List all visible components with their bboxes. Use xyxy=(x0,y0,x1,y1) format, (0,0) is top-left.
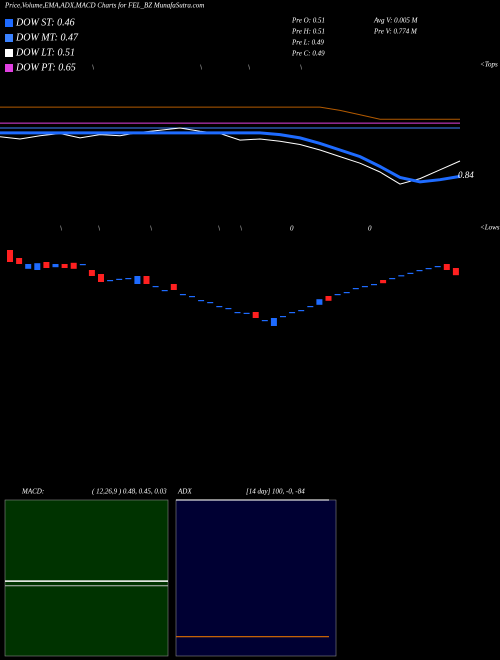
candle-body xyxy=(389,278,396,280)
candle-body xyxy=(316,299,323,305)
candle-body xyxy=(43,262,50,268)
marker: \ xyxy=(248,64,250,72)
candle-body xyxy=(207,302,214,304)
candle-body xyxy=(261,320,268,322)
candle-body xyxy=(116,278,123,280)
candle-body xyxy=(243,312,250,314)
candle-body xyxy=(398,275,405,277)
candle-body xyxy=(280,316,286,318)
marker: \ xyxy=(92,64,94,72)
candle-body xyxy=(225,308,232,310)
candle-body xyxy=(298,310,305,312)
price-label: 0.84 xyxy=(458,170,474,180)
candle-body xyxy=(361,286,368,288)
marker: \ xyxy=(98,225,100,233)
stat: Pre C: 0.49 xyxy=(291,50,325,58)
candle-body xyxy=(252,312,259,318)
stat: Avg V: 0.005 M xyxy=(373,17,419,25)
candle-body xyxy=(352,288,359,290)
candle-body xyxy=(443,264,450,270)
candle-body xyxy=(143,276,150,284)
candle-body xyxy=(52,264,59,268)
stat: Pre O: 0.51 xyxy=(291,17,325,25)
marker: \ xyxy=(200,64,202,72)
candle-body xyxy=(234,312,241,314)
candle-body xyxy=(452,268,459,276)
candle-body xyxy=(343,292,350,294)
title: Price,Volume,EMA,ADX,MACD Charts for FEL… xyxy=(4,2,204,10)
marker: 0 xyxy=(368,225,372,233)
candle-body xyxy=(134,276,141,284)
candle-body xyxy=(189,296,195,298)
stat: Pre V: 0.774 M xyxy=(373,28,418,36)
candle-body xyxy=(152,286,159,288)
marker: \ xyxy=(300,64,302,72)
marker: \ xyxy=(240,225,242,233)
legend-swatch xyxy=(5,19,13,27)
candle-body xyxy=(98,274,104,282)
adx-label: ADX xyxy=(177,488,192,496)
macd-label: MACD: xyxy=(21,488,44,496)
candle-body xyxy=(270,318,277,326)
line-series xyxy=(0,131,461,184)
candle-body xyxy=(179,294,186,296)
candle-body xyxy=(425,268,432,270)
candle-body xyxy=(416,270,423,272)
candle-body xyxy=(325,296,332,301)
legend-swatch xyxy=(5,64,13,72)
stat: Pre L: 0.49 xyxy=(291,39,324,47)
tops-label: <Tops xyxy=(480,61,498,69)
adx-panel xyxy=(175,499,337,657)
candle-body xyxy=(334,294,341,296)
candle-body xyxy=(125,278,132,280)
candle-body xyxy=(198,300,205,302)
candle-body xyxy=(70,262,77,269)
candle-body xyxy=(25,264,32,269)
lows-label: <Lows xyxy=(480,224,500,232)
candle-body xyxy=(216,306,223,308)
marker: \ xyxy=(60,225,62,233)
candle-body xyxy=(79,264,86,266)
macd-params: ( 12,26,9 ) 0.48, 0.45, 0.03 xyxy=(92,488,167,496)
legend-label: DOW LT: 0.51 xyxy=(15,47,75,58)
candle-body xyxy=(407,272,414,274)
candle-body xyxy=(34,263,41,270)
legend-label: DOW MT: 0.47 xyxy=(15,32,79,43)
legend-label: DOW PT: 0.65 xyxy=(15,62,76,73)
line-series xyxy=(0,127,461,185)
adx-params: [14 day] 100, -0, -84 xyxy=(246,488,305,496)
macd-panel xyxy=(4,499,169,657)
candle-body xyxy=(371,284,377,286)
candle-body xyxy=(161,290,168,292)
candle-body xyxy=(7,250,13,262)
marker: \ xyxy=(150,225,152,233)
candle-body xyxy=(307,306,314,308)
candle-body xyxy=(16,258,23,264)
legend-label: DOW ST: 0.46 xyxy=(15,17,75,28)
legend-swatch xyxy=(5,49,13,57)
stat: Pre H: 0.51 xyxy=(291,28,325,36)
marker: \ xyxy=(218,225,220,233)
candle-body xyxy=(107,280,114,282)
candle-body xyxy=(380,280,387,284)
line-series xyxy=(0,106,460,120)
candle-body xyxy=(289,312,296,314)
legend-swatch xyxy=(5,34,13,42)
candle-body xyxy=(170,284,177,290)
candle-body xyxy=(61,264,68,268)
marker: 0 xyxy=(290,225,294,233)
candle-body xyxy=(88,270,95,276)
candle-body xyxy=(434,266,441,268)
